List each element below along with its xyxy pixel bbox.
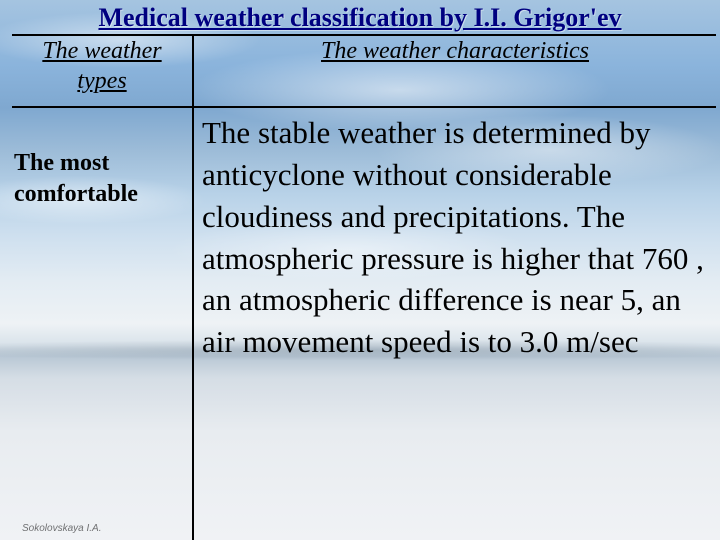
table-border-vertical xyxy=(192,34,194,540)
table-cell-weather-characteristics: The stable weather is determined by anti… xyxy=(202,112,714,363)
slide-title: Medical weather classification by I.I. G… xyxy=(0,3,720,33)
footer-author: Sokolovskaya I.A. xyxy=(22,523,101,534)
table-border-header-bottom xyxy=(12,106,716,108)
table-header-characteristics: The weather characteristics xyxy=(194,36,716,66)
table-header-types: The weather types xyxy=(12,36,192,96)
table-cell-weather-type: The most comfortable xyxy=(14,148,190,210)
slide: Medical weather classification by I.I. G… xyxy=(0,0,720,540)
